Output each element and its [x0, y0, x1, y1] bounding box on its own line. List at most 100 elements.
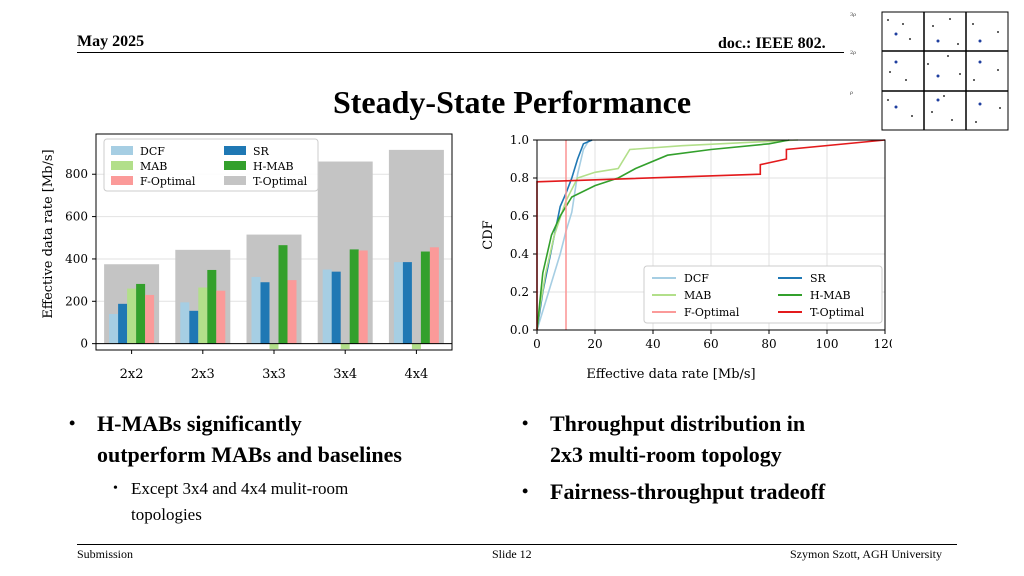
- svg-text:2ρ: 2ρ: [850, 50, 856, 56]
- bar-xtick-label: 2x2: [120, 367, 144, 382]
- right-bullet-line-2: 2x3 multi-room topology: [550, 442, 782, 467]
- bar-dcf: [180, 302, 190, 344]
- bar-legend-label-dcf: DCF: [140, 145, 165, 158]
- cdf-ytick-label: 0.4: [510, 247, 529, 261]
- bar-ytick-label: 600: [65, 210, 88, 224]
- bar-dcf: [322, 269, 332, 344]
- bar-mab: [127, 288, 137, 344]
- bar-legend-box: [103, 138, 319, 192]
- cdf-legend-label-mab: MAB: [684, 289, 711, 302]
- header-date: May 2025: [77, 33, 145, 50]
- bar-xtick-label: 3x3: [262, 367, 286, 382]
- bar-mab: [411, 343, 421, 349]
- bar-sr: [331, 271, 341, 344]
- right-bullet-line-3: Fairness-throughput tradeoff: [550, 479, 826, 504]
- right-bullet-first: • Throughput distribution in 2x3 multi-r…: [522, 408, 805, 470]
- bar-f-optimal: [216, 290, 226, 344]
- bar-sr: [260, 282, 270, 344]
- bar-legend-label-t-optimal: T-Optimal: [253, 175, 308, 188]
- left-sub-bullet: • Except 3x4 and 4x4 mulit-room topologi…: [113, 476, 349, 528]
- cdf-chart-xlabel: Effective data rate [Mb/s]: [586, 367, 755, 382]
- bar-xtick-label: 4x4: [404, 367, 428, 382]
- bar-sr: [118, 303, 128, 344]
- left-bullet-main: • H-MABs significantly outperform MABs a…: [69, 408, 402, 470]
- cdf-legend-label-f-optimal: F-Optimal: [684, 306, 740, 319]
- cdf-xtick-label: 120: [874, 337, 892, 351]
- bullet-dot: •: [522, 481, 529, 501]
- cdf-legend-label-t-optimal: T-Optimal: [810, 306, 865, 319]
- cdf-ytick-label: 1.0: [510, 133, 529, 147]
- bar-dcf: [393, 262, 403, 344]
- bar-ytick-label: 400: [65, 252, 88, 266]
- header-rule: [77, 52, 844, 53]
- left-bullet-line-1: H-MABs significantly: [97, 411, 302, 436]
- cdf-plot-frame: [536, 139, 886, 331]
- bar-legend-swatch-mab: [111, 161, 133, 170]
- cdf-xtick-label: 60: [703, 337, 718, 351]
- bar-h-mab: [136, 283, 146, 344]
- cdf-xtick-label: 80: [761, 337, 776, 351]
- left-bullet-line-2: outperform MABs and baselines: [97, 442, 402, 467]
- bar-legend-label-sr: SR: [253, 145, 270, 158]
- bar-mab: [340, 343, 350, 349]
- bar-legend-swatch-f-optimal: [111, 176, 133, 185]
- bar-h-mab: [207, 269, 217, 344]
- right-bullet-second: • Fairness-throughput tradeoff: [522, 476, 826, 507]
- cdf-ytick-label: 0.6: [510, 209, 529, 223]
- footer-author: Szymon Szott, AGH University: [790, 547, 942, 561]
- svg-text:ρ: ρ: [850, 90, 853, 96]
- bar-f-optimal: [429, 247, 439, 344]
- bar-dcf: [251, 276, 261, 344]
- footer-rule: [77, 544, 957, 545]
- bar-f-optimal: [287, 280, 297, 344]
- bar-h-mab: [420, 251, 430, 344]
- cdf-legend-label-h-mab: H-MAB: [810, 289, 851, 302]
- cdf-line-mab: [536, 139, 799, 331]
- bar-xtick-label: 3x4: [333, 367, 357, 382]
- cdf-legend-box: [643, 265, 883, 324]
- left-sub-line-1: Except 3x4 and 4x4 mulit-room: [131, 479, 349, 498]
- bar-chart: Effective data rate [Mb/s] 0 200 400 600 800…: [41, 133, 453, 382]
- bar-legend-label-h-mab: H-MAB: [253, 160, 294, 173]
- cdf-chart: CDF Effective data rate [Mb/s] 0 20 40 60 80…: [481, 133, 892, 382]
- bar-legend-swatch-t-optimal: [224, 176, 246, 185]
- bar-ytick-label: 800: [65, 167, 88, 181]
- cdf-legend-label-sr: SR: [810, 272, 827, 285]
- cdf-chart-ylabel: CDF: [481, 220, 496, 249]
- cdf-xtick-label: 20: [587, 337, 602, 351]
- cdf-xtick-label: 0: [533, 337, 541, 351]
- cdf-legend-label-dcf: DCF: [684, 272, 709, 285]
- bar-xtick-label: 2x3: [191, 367, 215, 382]
- cdf-line-dcf: [536, 139, 590, 331]
- svg-text:3ρ: 3ρ: [850, 12, 856, 18]
- cdf-ytick-label: 0.0: [510, 323, 529, 337]
- cdf-ytick-label: 0.8: [510, 171, 529, 185]
- header-doc-id: doc.: IEEE 802.: [718, 35, 826, 52]
- bar-h-mab: [278, 245, 288, 344]
- bar-sr: [402, 262, 412, 344]
- bar-f-optimal: [145, 294, 155, 344]
- bar-legend-swatch-sr: [224, 146, 246, 155]
- cdf-line-h-mab: [536, 139, 790, 331]
- bar-dcf: [109, 314, 119, 344]
- bullet-dot: •: [113, 481, 118, 496]
- bar-plot-frame: [95, 133, 453, 351]
- bullet-dot: •: [522, 413, 529, 433]
- slide-title: Steady-State Performance: [332, 84, 692, 120]
- bar-mab: [269, 343, 279, 349]
- cdf-xtick-label: 40: [645, 337, 660, 351]
- bar-f-optimal: [358, 250, 368, 344]
- bar-legend-label-f-optimal: F-Optimal: [140, 175, 196, 188]
- bar-legend-swatch-h-mab: [224, 161, 246, 170]
- bar-ytick-label: 200: [65, 294, 88, 308]
- footer-slide-number: Slide 12: [492, 547, 532, 561]
- bar-mab: [198, 287, 208, 344]
- bar-legend-swatch-dcf: [111, 146, 133, 155]
- cdf-ytick-label: 0.2: [510, 285, 529, 299]
- bullet-dot: •: [69, 413, 76, 433]
- bar-sr: [189, 310, 199, 344]
- cdf-xtick-label: 100: [816, 337, 839, 351]
- footer-submission: Submission: [77, 547, 134, 561]
- bar-h-mab: [349, 249, 359, 344]
